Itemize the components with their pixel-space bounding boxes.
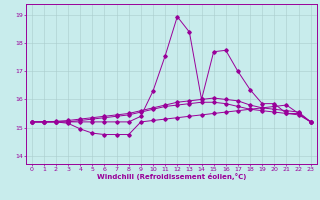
X-axis label: Windchill (Refroidissement éolien,°C): Windchill (Refroidissement éolien,°C) (97, 173, 246, 180)
